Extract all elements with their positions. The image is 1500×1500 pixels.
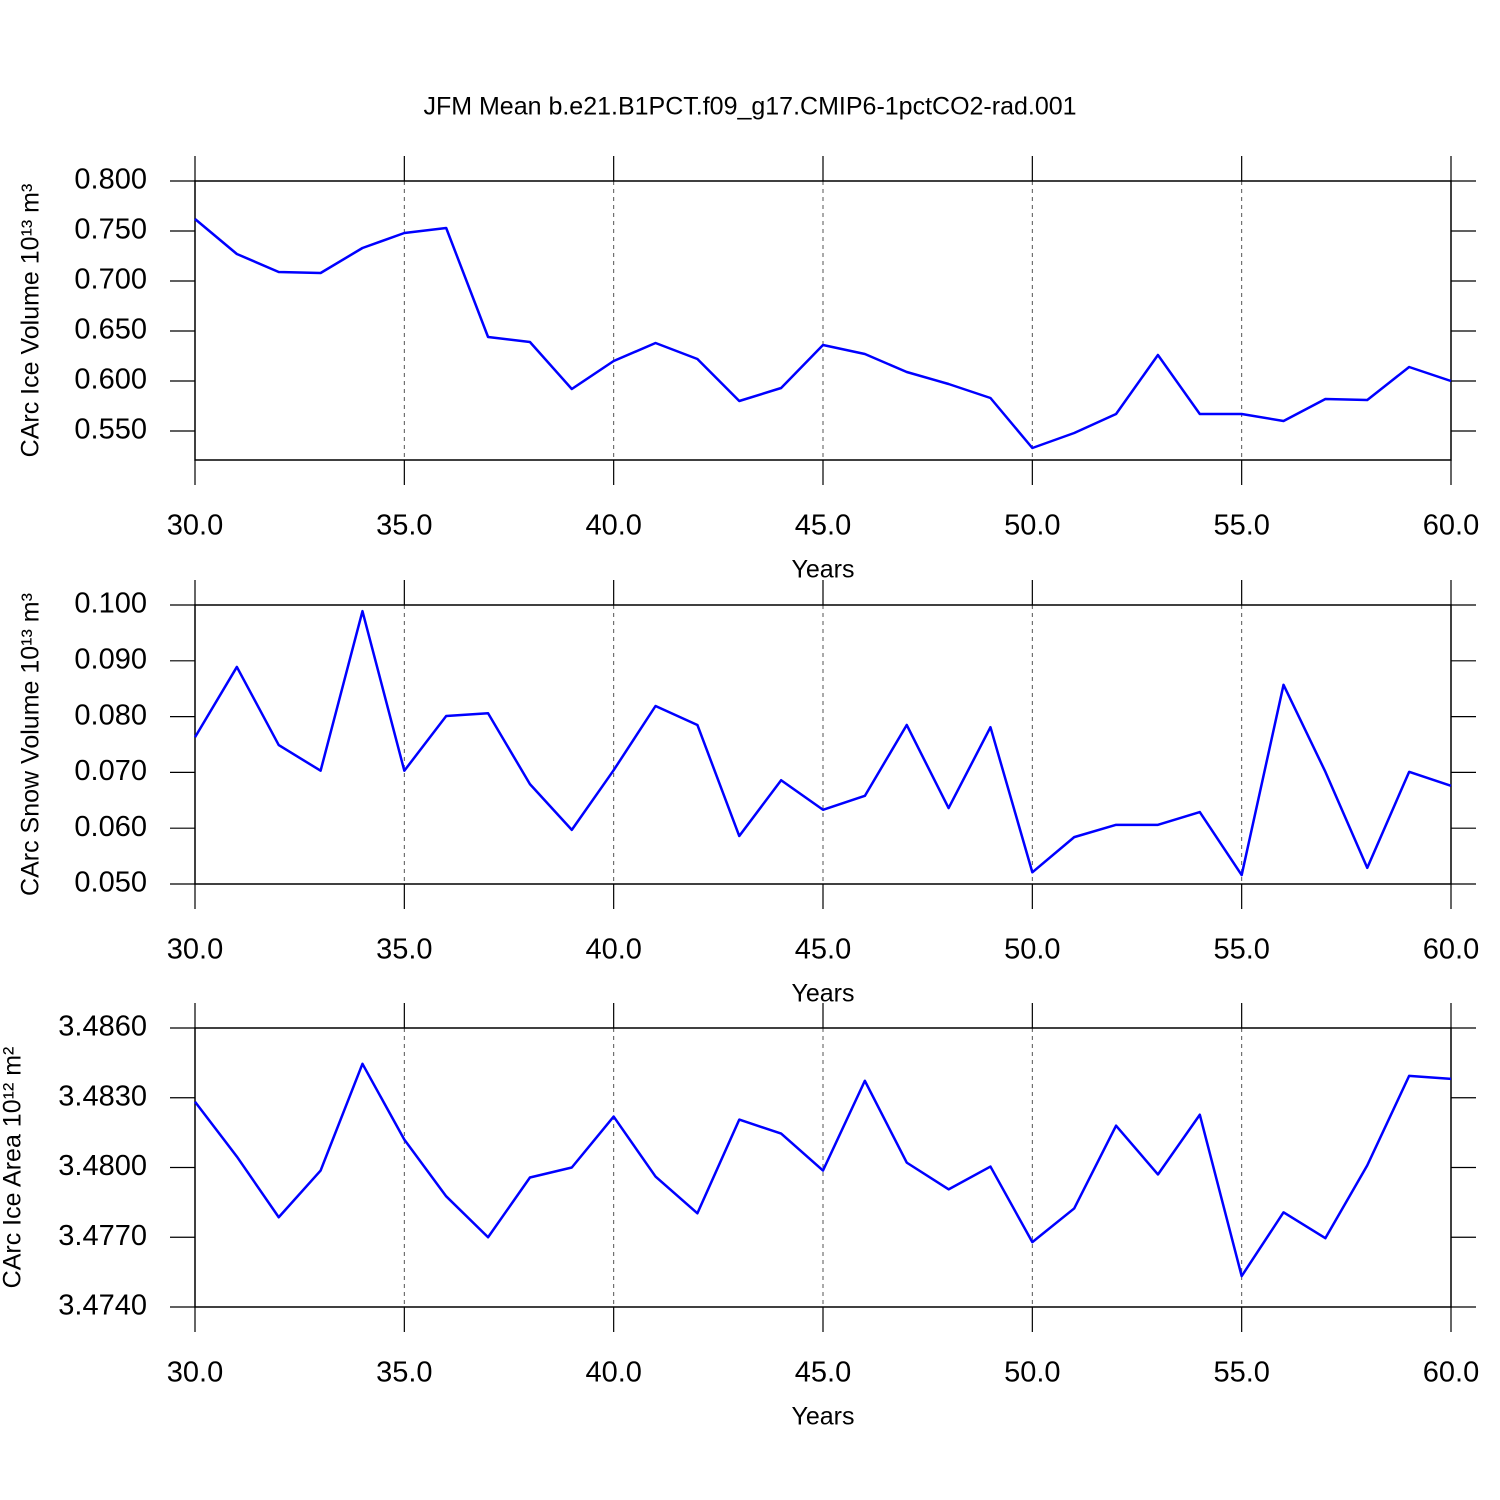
x-tick-label: 55.0 [1213, 1357, 1269, 1389]
data-line [193, 609, 1452, 877]
x-tick-label: 30.0 [167, 510, 223, 542]
x-tick-label: 50.0 [1004, 510, 1060, 542]
y-tick-label: 0.800 [74, 164, 147, 196]
plot-frame [194, 604, 1452, 885]
x-tick-label: 60.0 [1423, 1357, 1479, 1389]
x-tick-label: 30.0 [167, 934, 223, 966]
x-tick-label: 50.0 [1004, 934, 1060, 966]
y-tick-label: 3.4860 [58, 1011, 147, 1043]
y-tick-label: 0.700 [74, 264, 147, 296]
y-tick-label: 0.650 [74, 314, 147, 346]
y-tick-label: 0.050 [74, 867, 147, 899]
x-tick-label: 45.0 [795, 1357, 851, 1389]
y-tick-label: 0.100 [74, 588, 147, 620]
y-tick-label: 3.4770 [58, 1220, 147, 1252]
x-tick-label: 55.0 [1213, 510, 1269, 542]
y-tick-label: 0.550 [74, 414, 147, 446]
x-tick-label: 45.0 [795, 934, 851, 966]
data-line [194, 218, 1452, 450]
y-tick-label: 0.600 [74, 364, 147, 396]
plot-frame [194, 1027, 1452, 1308]
y-tick-label: 3.4830 [58, 1080, 147, 1112]
x-tick-label: 60.0 [1423, 934, 1479, 966]
y-tick-label: 0.070 [74, 755, 147, 787]
x-axis-label: Years [791, 556, 854, 584]
x-tick-label: 30.0 [167, 1357, 223, 1389]
y-tick-label: 0.060 [74, 811, 147, 843]
y-tick-label: 0.080 [74, 699, 147, 731]
x-tick-label: 35.0 [376, 1357, 432, 1389]
y-tick-label: 0.090 [74, 643, 147, 675]
plot-frame [194, 180, 1452, 461]
y-axis-label: CArc Ice Volume 10¹³ m³ [17, 184, 45, 458]
x-tick-label: 45.0 [795, 510, 851, 542]
x-tick-label: 35.0 [376, 934, 432, 966]
x-tick-label: 60.0 [1423, 510, 1479, 542]
y-axis-label: CArc Snow Volume 10¹³ m³ [17, 593, 45, 896]
chart-title: JFM Mean b.e21.B1PCT.f09_g17.CMIP6-1pctC… [423, 93, 1076, 121]
x-tick-label: 55.0 [1213, 934, 1269, 966]
x-tick-label: 40.0 [585, 1357, 641, 1389]
data-line [194, 1062, 1452, 1278]
y-axis-label: CArc Ice Area 10¹² m² [0, 1047, 27, 1289]
y-tick-label: 0.750 [74, 214, 147, 246]
x-tick-label: 35.0 [376, 510, 432, 542]
y-tick-label: 3.4740 [58, 1290, 147, 1322]
y-tick-label: 3.4800 [58, 1150, 147, 1182]
x-tick-label: 40.0 [585, 934, 641, 966]
x-axis-label: Years [791, 1403, 854, 1431]
x-tick-label: 50.0 [1004, 1357, 1060, 1389]
x-axis-label: Years [791, 980, 854, 1008]
x-tick-label: 40.0 [585, 510, 641, 542]
